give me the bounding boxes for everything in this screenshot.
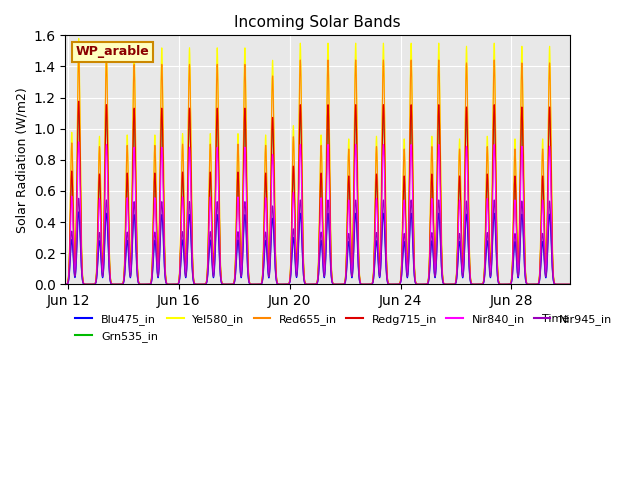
X-axis label: Time: Time — [542, 313, 570, 324]
Y-axis label: Solar Radiation (W/m2): Solar Radiation (W/m2) — [15, 87, 28, 233]
Title: Incoming Solar Bands: Incoming Solar Bands — [234, 15, 401, 30]
Text: WP_arable: WP_arable — [76, 45, 149, 58]
Legend: Blu475_in, Grn535_in, Yel580_in, Red655_in, Redg715_in, Nir840_in, Nir945_in: Blu475_in, Grn535_in, Yel580_in, Red655_… — [71, 310, 617, 346]
